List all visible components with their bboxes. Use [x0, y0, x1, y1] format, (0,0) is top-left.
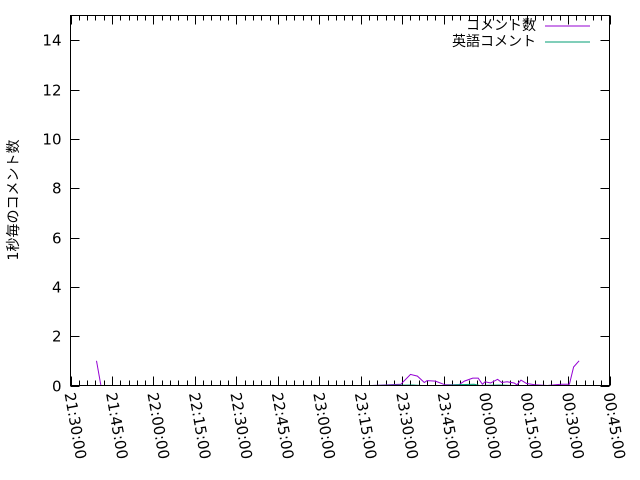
series-line-0: [371, 360, 580, 387]
y-tick-label: 8: [52, 180, 62, 198]
axis-ticks: 0 2 4 6 8 10 12 14 21:30:00 21:45:00 22:00:00 22:15…: [42, 15, 629, 461]
y-tick-label: 4: [52, 279, 62, 297]
y-tick-label: 10: [42, 131, 61, 149]
x-tick-label: 00:00:00: [475, 391, 504, 460]
x-tick-label: 00:15:00: [517, 391, 546, 460]
x-tick-label: 22:45:00: [268, 391, 297, 460]
y-tick-label: 12: [42, 82, 61, 100]
x-tick-label: 21:30:00: [61, 391, 90, 460]
y-axis-label: 1秒毎のコメント数: [6, 140, 22, 261]
x-tick-label: 23:45:00: [434, 391, 463, 460]
legend-label-english-comments: 英語コメント: [452, 33, 536, 50]
plot-border: [70, 15, 610, 386]
x-tick-label: 23:00:00: [309, 391, 338, 460]
y-tick-label: 14: [42, 32, 61, 50]
x-tick-label: 22:15:00: [185, 391, 214, 460]
x-tick-label: 23:30:00: [392, 391, 421, 460]
series-lines: [96, 360, 580, 387]
y-tick-label: 2: [52, 328, 62, 346]
x-tick-label: 00:30:00: [558, 391, 587, 460]
x-tick-label: 22:30:00: [226, 391, 255, 460]
y-tick-label: 6: [52, 230, 62, 248]
y-tick-label: 0: [52, 378, 62, 396]
x-tick-label: 22:00:00: [143, 391, 172, 460]
x-tick-label: 00:45:00: [600, 391, 629, 460]
legend-label-comments: コメント数: [466, 18, 536, 34]
series-line-0: [96, 360, 102, 386]
x-tick-label: 23:15:00: [351, 391, 380, 460]
x-tick-label: 21:45:00: [102, 391, 131, 460]
legend: コメント数 英語コメント: [452, 18, 590, 50]
